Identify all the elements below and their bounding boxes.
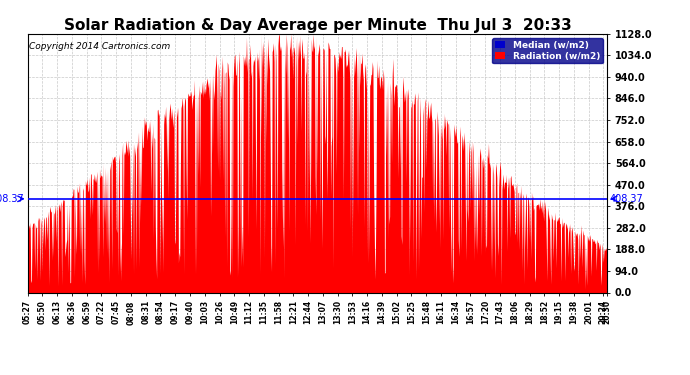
Title: Solar Radiation & Day Average per Minute  Thu Jul 3  20:33: Solar Radiation & Day Average per Minute… bbox=[63, 18, 571, 33]
Text: Copyright 2014 Cartronics.com: Copyright 2014 Cartronics.com bbox=[29, 42, 170, 51]
Text: 408.37: 408.37 bbox=[0, 194, 24, 204]
Text: 408.37: 408.37 bbox=[610, 194, 644, 204]
Legend: Median (w/m2), Radiation (w/m2): Median (w/m2), Radiation (w/m2) bbox=[492, 38, 602, 63]
